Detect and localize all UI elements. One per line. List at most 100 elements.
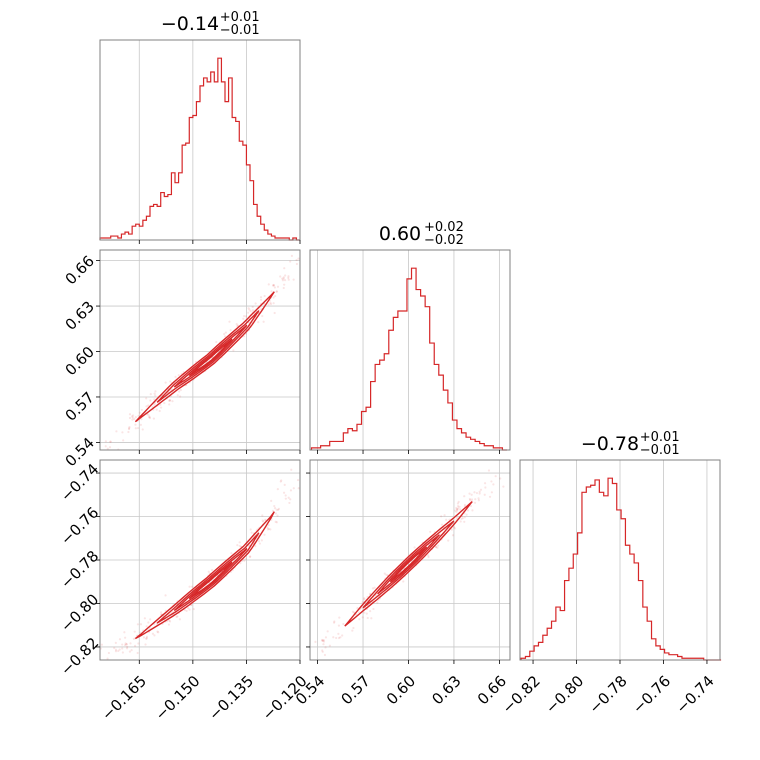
scatter-point bbox=[267, 523, 270, 527]
scatter-point bbox=[107, 651, 110, 655]
scatter-point bbox=[257, 540, 261, 543]
scatter-point bbox=[249, 528, 252, 531]
scatter-point bbox=[149, 399, 152, 402]
scatter-point bbox=[288, 501, 291, 505]
scatter-point bbox=[128, 416, 132, 420]
scatter-point bbox=[468, 497, 471, 501]
scatter-point bbox=[483, 482, 487, 485]
scatter-point bbox=[131, 416, 134, 419]
scatter-point bbox=[371, 587, 375, 590]
scatter-point bbox=[456, 508, 459, 511]
scatter-point bbox=[168, 403, 171, 406]
scatter-point bbox=[363, 598, 366, 601]
scatter-point bbox=[188, 608, 191, 611]
scatter-point bbox=[337, 632, 340, 635]
scatter-point bbox=[121, 651, 124, 654]
scatter-point bbox=[266, 528, 270, 531]
scatter-point bbox=[283, 279, 287, 282]
y-tick-label: −0.80 bbox=[57, 590, 102, 635]
scatter-point bbox=[177, 374, 180, 377]
scatter-point bbox=[273, 504, 276, 508]
density-contour bbox=[377, 534, 440, 595]
x-tick-label: −0.135 bbox=[205, 672, 257, 724]
scatter-point bbox=[272, 283, 275, 287]
title-lower-error: −0.02 bbox=[424, 233, 464, 248]
x-tick-label: −0.150 bbox=[152, 672, 204, 724]
scatter-point bbox=[105, 454, 107, 456]
scatter-point bbox=[262, 520, 265, 523]
scatter-point bbox=[167, 623, 171, 626]
scatter-point bbox=[187, 606, 190, 610]
scatter-point bbox=[249, 309, 252, 313]
scatter-point bbox=[238, 541, 241, 544]
scatter-point bbox=[385, 573, 388, 576]
scatter-point bbox=[236, 544, 239, 547]
scatter-point bbox=[272, 302, 275, 305]
scatter-point bbox=[129, 642, 132, 645]
scatter-point bbox=[445, 518, 448, 521]
scatter-point bbox=[128, 650, 131, 653]
scatter-point bbox=[275, 290, 278, 293]
scatter-point bbox=[131, 415, 134, 418]
scatter-point bbox=[125, 647, 129, 650]
scatter-point bbox=[276, 285, 280, 288]
scatter-point bbox=[469, 498, 472, 502]
scatter-point bbox=[228, 320, 231, 323]
scatter-point bbox=[261, 314, 264, 318]
scatter-point bbox=[450, 528, 453, 531]
scatter-point bbox=[282, 276, 285, 279]
scatter-point bbox=[272, 296, 275, 299]
scatter-point bbox=[244, 315, 248, 318]
scatter-points bbox=[104, 254, 300, 456]
y-tick-label: −0.82 bbox=[57, 634, 102, 679]
scatter-point bbox=[121, 431, 124, 434]
scatter-point bbox=[159, 403, 162, 406]
scatter-point bbox=[297, 487, 300, 490]
scatter-point bbox=[258, 308, 261, 311]
scatter-point bbox=[283, 267, 286, 270]
scatter-point bbox=[366, 616, 369, 620]
scatter-point bbox=[452, 526, 456, 529]
scatter-point bbox=[322, 639, 325, 642]
scatter-point bbox=[223, 332, 226, 336]
scatter-point bbox=[284, 497, 287, 500]
scatter-point bbox=[104, 440, 107, 443]
scatter-point bbox=[151, 632, 155, 635]
scatter-point bbox=[207, 570, 210, 573]
scatter-point bbox=[230, 552, 233, 555]
scatter-point bbox=[127, 427, 131, 430]
scatter-point bbox=[163, 401, 166, 405]
scatter-point bbox=[254, 302, 257, 305]
scatter-point bbox=[361, 601, 364, 604]
scatter-point bbox=[145, 635, 149, 639]
scatter-point bbox=[152, 403, 156, 406]
scatter-point bbox=[134, 423, 137, 426]
scatter-point bbox=[370, 617, 373, 620]
scatter-point bbox=[134, 427, 137, 430]
title-upper-error: +0.02 bbox=[424, 220, 464, 235]
density-contour bbox=[344, 501, 473, 627]
scatter-point bbox=[292, 278, 295, 281]
scatter-point bbox=[281, 277, 284, 280]
scatter-point bbox=[483, 493, 486, 496]
scatter-point bbox=[124, 642, 127, 645]
axes-frame bbox=[99, 39, 301, 241]
scatter-point bbox=[168, 399, 172, 402]
scatter-point bbox=[282, 491, 286, 494]
scatter-point bbox=[144, 643, 147, 646]
scatter-point bbox=[229, 329, 232, 332]
scatter-point bbox=[127, 427, 131, 431]
scatter-point bbox=[457, 500, 460, 503]
x-tick-label: −0.76 bbox=[629, 672, 674, 717]
scatter-point bbox=[287, 496, 290, 499]
scatter-point bbox=[363, 597, 366, 600]
scatter-point bbox=[133, 417, 136, 421]
scatter-point bbox=[104, 445, 107, 448]
histogram-step-line bbox=[520, 477, 722, 661]
scatter-point bbox=[132, 637, 135, 641]
scatter-point bbox=[456, 502, 460, 505]
scatter-point bbox=[275, 508, 278, 511]
scatter-point bbox=[250, 531, 253, 534]
scatter-point bbox=[376, 601, 379, 604]
